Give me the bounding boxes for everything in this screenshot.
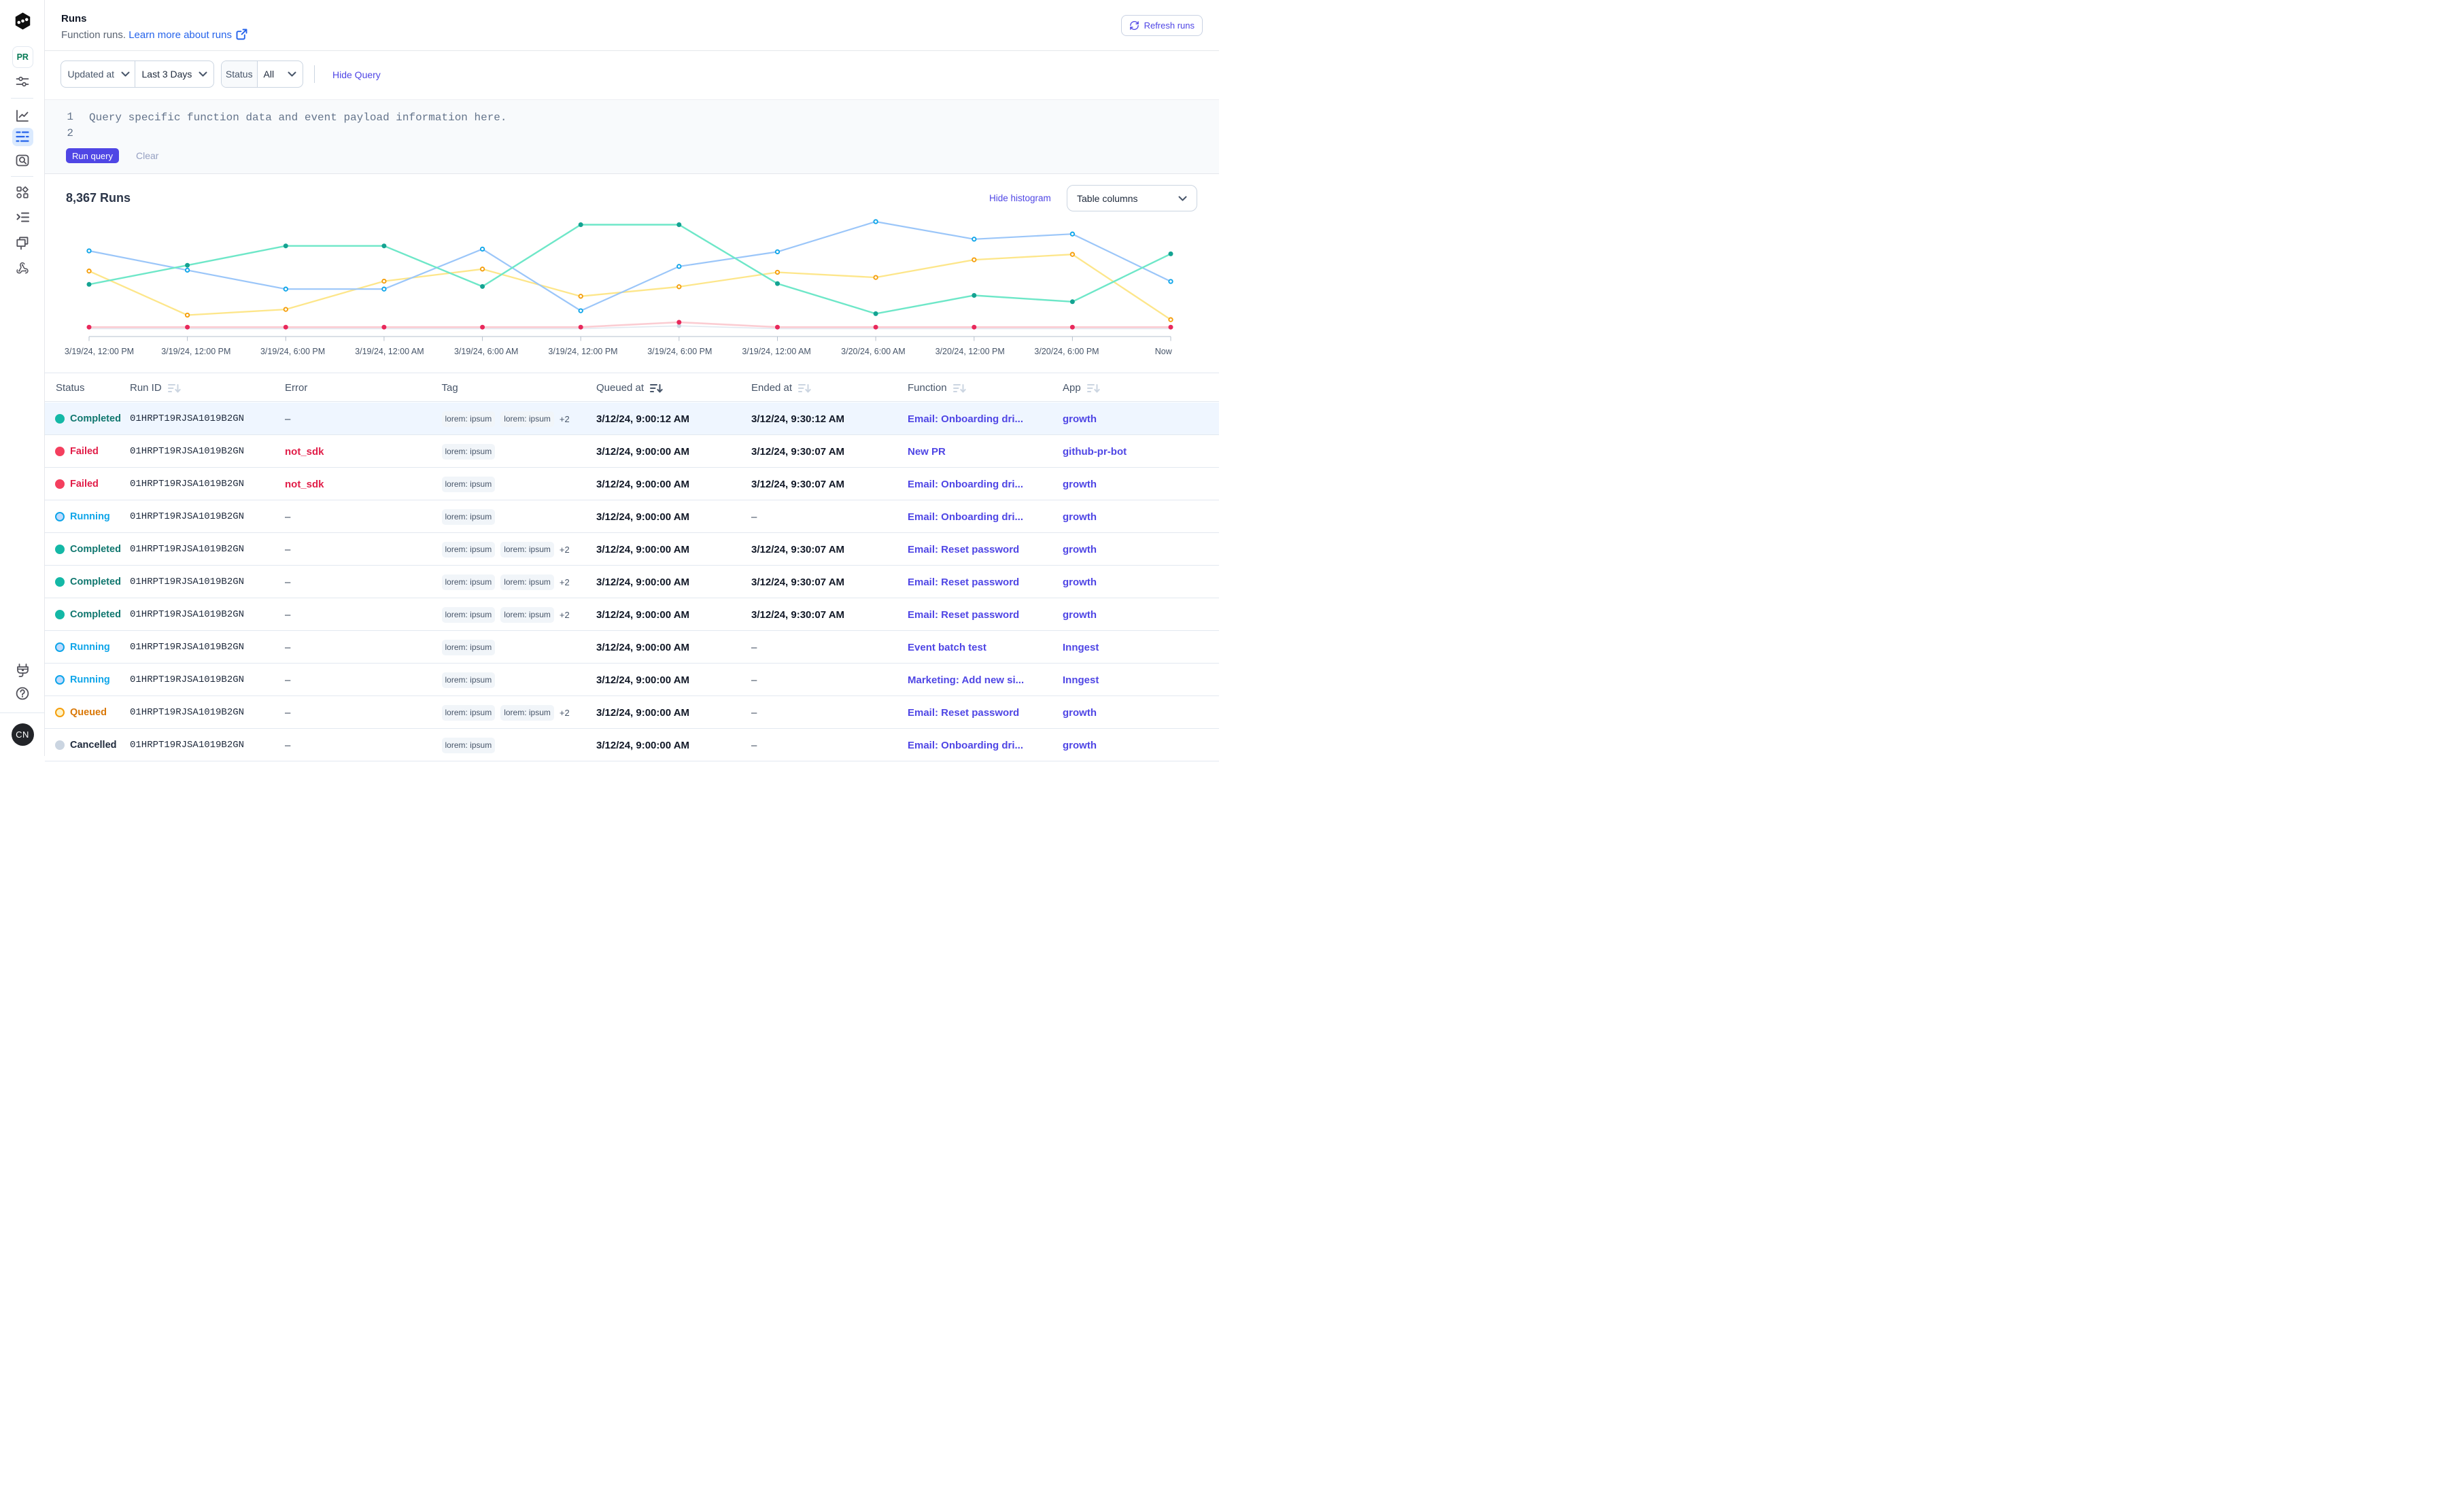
svg-text:3/19/24, 12:00 PM: 3/19/24, 12:00 PM: [65, 347, 134, 356]
svg-text:Now: Now: [1155, 347, 1173, 356]
svg-text:3/20/24, 6:00 AM: 3/20/24, 6:00 AM: [841, 347, 906, 356]
svg-text:3/19/24, 6:00 PM: 3/19/24, 6:00 PM: [260, 347, 325, 356]
svg-text:3/19/24, 12:00 AM: 3/19/24, 12:00 AM: [355, 347, 424, 356]
svg-text:3/19/24, 12:00 PM: 3/19/24, 12:00 PM: [161, 347, 230, 356]
svg-text:3/19/24, 12:00 PM: 3/19/24, 12:00 PM: [548, 347, 617, 356]
svg-text:3/19/24, 6:00 PM: 3/19/24, 6:00 PM: [647, 347, 712, 356]
svg-text:3/20/24, 12:00 PM: 3/20/24, 12:00 PM: [935, 347, 1005, 356]
svg-text:3/19/24, 12:00 AM: 3/19/24, 12:00 AM: [742, 347, 810, 356]
svg-text:3/19/24, 6:00 AM: 3/19/24, 6:00 AM: [454, 347, 519, 356]
svg-text:3/20/24, 6:00 PM: 3/20/24, 6:00 PM: [1034, 347, 1099, 356]
